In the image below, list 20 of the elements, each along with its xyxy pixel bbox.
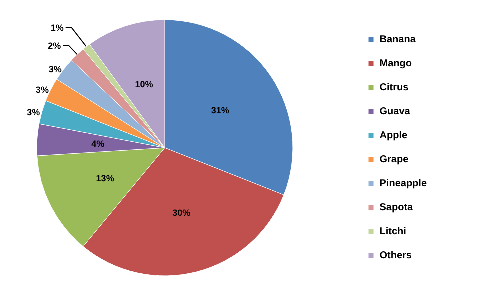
data-label: 30% (172, 208, 191, 218)
legend-label: Grape (380, 154, 410, 166)
data-label: 10% (135, 79, 154, 90)
legend-label: Banana (380, 34, 416, 46)
legend-label: Apple (380, 130, 408, 142)
legend-label: Pineapple (380, 178, 428, 190)
legend-label: Sapota (380, 202, 414, 214)
data-label: 13% (96, 173, 114, 184)
data-label: 3% (27, 107, 40, 118)
legend-label: Guava (380, 106, 411, 118)
legend-label: Others (380, 250, 412, 262)
data-label: 31% (211, 105, 230, 116)
data-label: 4% (92, 138, 105, 149)
legend-label: Mango (380, 58, 412, 70)
data-label: 3% (36, 84, 49, 95)
data-label: 2% (48, 40, 62, 51)
data-label: 3% (48, 64, 62, 75)
legend-label: Citrus (380, 82, 410, 94)
data-label: 1% (50, 22, 64, 33)
legend-label: Litchi (380, 226, 407, 238)
